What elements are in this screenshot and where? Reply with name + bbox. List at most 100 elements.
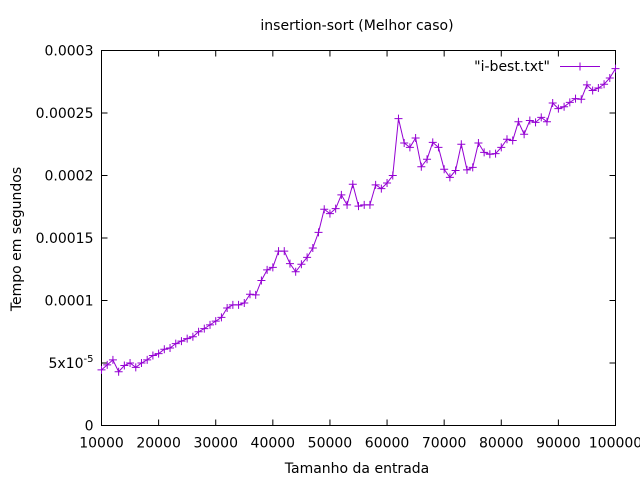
x-axis-label: Tamanho da entrada: [284, 461, 429, 477]
data-point: [502, 135, 511, 144]
x-tick-label: 60000: [365, 436, 410, 452]
data-point: [245, 290, 254, 299]
data-point: [571, 94, 580, 103]
data-point: [148, 351, 157, 360]
data-point: [400, 139, 409, 147]
data-point: [223, 304, 232, 312]
data-point: [211, 317, 220, 326]
data-point: [137, 359, 146, 367]
data-point: [600, 80, 609, 89]
data-point: [554, 104, 563, 113]
data-point: [480, 148, 489, 157]
data-point: [451, 166, 460, 175]
data-point: [525, 116, 534, 125]
data-point: [417, 162, 426, 171]
data-point: [285, 259, 294, 268]
data-point: [131, 363, 140, 372]
x-axis-ticks: 10000 20000 30000 40000 50000 60000 70000 80000…: [79, 50, 640, 452]
data-point: [263, 265, 272, 274]
data-point: [183, 334, 192, 343]
data-point: [103, 360, 112, 369]
data-point: [445, 173, 454, 182]
x-tick-label: 100000: [589, 436, 640, 452]
data-point: [177, 337, 186, 346]
data-point: [268, 263, 277, 272]
series-line: [101, 68, 616, 373]
data-point: [114, 367, 123, 376]
y-tick-label: 0.0003: [45, 44, 94, 60]
data-point: [206, 320, 215, 329]
data-point: [320, 205, 329, 214]
data-point: [428, 138, 437, 147]
data-point: [463, 165, 472, 174]
legend-label: "i-best.txt": [474, 59, 550, 75]
data-point: [337, 190, 346, 199]
chart-title: insertion-sort (Melhor caso): [260, 18, 453, 34]
data-point: [126, 359, 135, 367]
data-point: [365, 200, 374, 209]
y-tick-label: 5x10-5: [49, 354, 94, 372]
data-point: [394, 114, 403, 123]
data-point: [251, 290, 260, 299]
data-point: [194, 327, 203, 336]
data-point: [468, 163, 477, 172]
data-point: [560, 102, 569, 111]
data-point: [542, 117, 551, 126]
y-axis-label: Tempo em segundos: [9, 167, 25, 312]
data-point: [154, 349, 163, 358]
x-tick-label: 70000: [422, 436, 467, 452]
data-point: [548, 99, 557, 107]
data-point: [314, 228, 323, 237]
data-point: [577, 95, 586, 104]
legend: "i-best.txt": [474, 59, 600, 75]
x-tick-label: 50000: [308, 436, 353, 452]
data-point: [605, 74, 614, 82]
data-point: [611, 64, 620, 73]
data-point: [143, 355, 152, 364]
data-point: [514, 117, 523, 126]
data-point: [474, 139, 483, 147]
y-tick-label: 0.00025: [36, 106, 94, 122]
data-point: [371, 180, 380, 189]
y-tick-label: 0.0001: [45, 294, 94, 310]
y-axis-ticks: 0 5x10-5 0.0001 0.00015 0.0002 0.00025 0.0003: [36, 44, 616, 435]
data-point: [240, 299, 249, 307]
data-point: [508, 136, 517, 145]
data-point: [331, 204, 340, 213]
data-point: [411, 134, 420, 142]
data-point: [343, 200, 352, 209]
data-point: [188, 332, 197, 341]
data-point: [388, 171, 397, 180]
data-point: [491, 149, 500, 158]
data-point: [594, 84, 603, 92]
data-point: [434, 143, 443, 152]
data-point: [297, 260, 306, 269]
x-tick-label: 80000: [479, 436, 524, 452]
data-point: [383, 179, 392, 187]
data-point: [166, 344, 175, 352]
data-point: [200, 324, 209, 333]
data-point: [582, 80, 591, 89]
x-tick-label: 30000: [193, 436, 238, 452]
data-point: [588, 86, 597, 95]
plot-frame: [101, 50, 616, 426]
series-layer: [97, 64, 620, 376]
data-point: [171, 339, 180, 348]
data-point: [354, 202, 363, 211]
data-point: [120, 361, 129, 370]
data-point: [565, 98, 574, 107]
data-point: [348, 180, 357, 189]
data-point: [485, 150, 494, 159]
x-tick-label: 10000: [79, 436, 124, 452]
data-point: [308, 244, 317, 252]
data-point: [457, 140, 466, 149]
data-point: [440, 165, 449, 174]
y-tick-label: 0.0002: [45, 169, 94, 185]
data-point: [108, 355, 117, 364]
y-tick-label: 0.00015: [36, 231, 94, 247]
data-point: [405, 143, 414, 152]
legend-marker: [576, 62, 584, 71]
x-tick-label: 90000: [536, 436, 581, 452]
data-point: [497, 143, 506, 152]
